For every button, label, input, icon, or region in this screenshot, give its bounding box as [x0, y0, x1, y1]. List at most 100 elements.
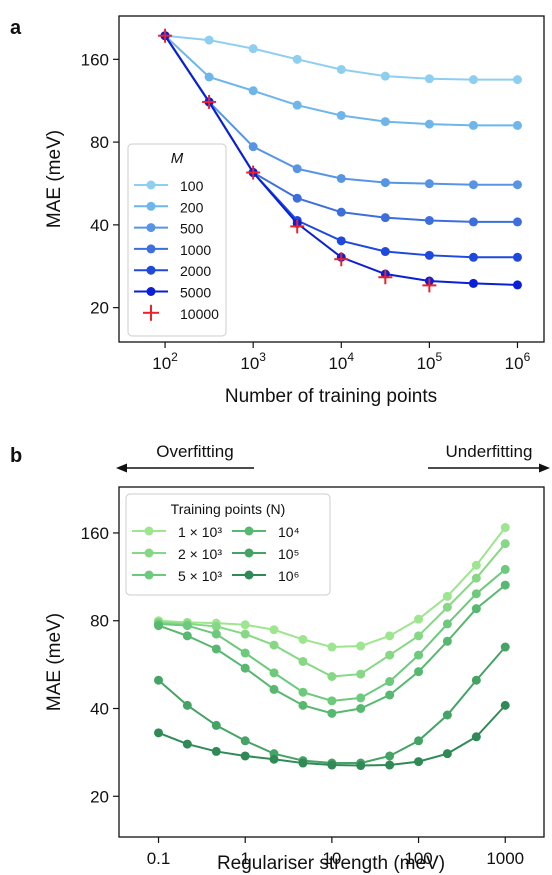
legend-marker	[144, 526, 154, 536]
y-tick-label: 20	[90, 787, 109, 806]
x-tick-exponent: 3	[259, 350, 266, 364]
x-tick-label: 104	[328, 350, 354, 373]
overfitting-arrow	[116, 463, 254, 473]
panel-b-legend-box	[125, 493, 331, 596]
data-point	[468, 217, 478, 227]
legend-label: 500	[180, 221, 204, 237]
plus-marker	[246, 165, 261, 180]
series-200	[160, 31, 522, 130]
data-point	[292, 100, 302, 110]
y-tick-label: 80	[90, 133, 109, 152]
data-point	[442, 749, 452, 759]
x-tick-label: 1000	[486, 849, 524, 868]
legend-item: 10000	[143, 304, 219, 322]
data-point	[385, 751, 395, 761]
y-tick-label: 160	[81, 524, 109, 543]
x-tick-label: 100	[404, 849, 432, 868]
data-point	[327, 708, 337, 718]
data-point	[336, 236, 346, 246]
data-point	[298, 656, 308, 666]
series-100	[160, 31, 522, 85]
legend-label: 5 × 10³	[178, 568, 222, 584]
data-point	[512, 75, 522, 85]
legend-marker	[146, 265, 156, 275]
legend-marker	[146, 223, 156, 233]
data-point	[424, 179, 434, 189]
plus-marker	[290, 219, 305, 234]
x-tick-exponent: 5	[435, 350, 442, 364]
plus-marker	[422, 278, 437, 293]
legend-label: 2 × 10³	[178, 546, 222, 562]
legend-marker	[146, 201, 156, 211]
legend-label: 100	[180, 178, 204, 194]
series-10-	[154, 580, 510, 718]
data-point	[211, 720, 221, 730]
data-point	[154, 728, 164, 738]
data-point	[327, 642, 337, 652]
y-tick-label: 20	[90, 299, 109, 318]
panel-a-legend: M 100 200 500 1000 2000 5000 10000	[127, 143, 227, 337]
x-tick-exponent: 6	[524, 350, 531, 364]
data-point	[292, 193, 302, 203]
legend-label: 1 × 10³	[178, 524, 222, 540]
x-tick-label: 0.1	[147, 849, 171, 868]
data-point	[269, 684, 279, 694]
legend-marker	[144, 548, 154, 558]
data-point	[292, 164, 302, 174]
data-point	[471, 675, 481, 685]
data-point	[414, 631, 424, 641]
data-point	[211, 746, 221, 756]
legend-marker	[144, 570, 154, 580]
panel-a-legend-title: M	[171, 150, 184, 167]
x-tick-label: 10	[322, 849, 341, 868]
panel-b-y-ticks: 20 40 80 160	[81, 524, 119, 806]
x-tick-label: 106	[505, 350, 531, 373]
data-point	[512, 280, 522, 290]
legend-marker	[146, 244, 156, 254]
x-tick-exponent: 2	[171, 350, 178, 364]
data-point	[327, 696, 337, 706]
data-point	[248, 142, 258, 152]
data-point	[269, 640, 279, 650]
data-point	[468, 252, 478, 262]
panel-a: a 102 103 104 105 106 20 40 80 160 Number of tr…	[10, 15, 545, 407]
legend-marker	[244, 570, 254, 580]
x-tick-exponent: 4	[347, 350, 354, 364]
data-point	[500, 642, 510, 652]
legend-label: 2000	[180, 263, 211, 279]
panel-b: b Overfitting Underfitting 0.1 1 10 100 1000…	[10, 442, 550, 874]
data-point	[471, 589, 481, 599]
data-point	[468, 180, 478, 190]
series-10-	[154, 700, 510, 771]
data-point	[468, 75, 478, 85]
data-point	[500, 523, 510, 533]
data-point	[468, 120, 478, 130]
panel-b-label: b	[10, 445, 22, 467]
panel-b-y-axis-label: MAE (meV)	[44, 613, 65, 711]
legend-label: 10⁴	[278, 524, 300, 540]
data-point	[298, 634, 308, 644]
data-point	[424, 250, 434, 260]
legend-item: 10⁶	[232, 568, 299, 584]
data-point	[442, 636, 452, 646]
data-point	[385, 631, 395, 641]
data-point	[385, 677, 395, 687]
data-point	[356, 704, 366, 714]
data-point	[414, 667, 424, 677]
data-point	[500, 564, 510, 574]
plus-marker	[378, 270, 393, 285]
data-point	[269, 668, 279, 678]
panel-a-x-axis-label: Number of training points	[225, 386, 437, 407]
legend-item: 100	[134, 178, 204, 194]
data-point	[240, 736, 250, 746]
data-point	[240, 648, 250, 658]
legend-marker	[244, 548, 254, 558]
data-point	[424, 215, 434, 225]
data-point	[211, 629, 221, 639]
x-tick-label: 103	[240, 350, 266, 373]
legend-item: 2 × 10³	[132, 546, 222, 562]
data-point	[385, 690, 395, 700]
data-point	[500, 580, 510, 590]
y-tick-label: 160	[81, 50, 109, 69]
